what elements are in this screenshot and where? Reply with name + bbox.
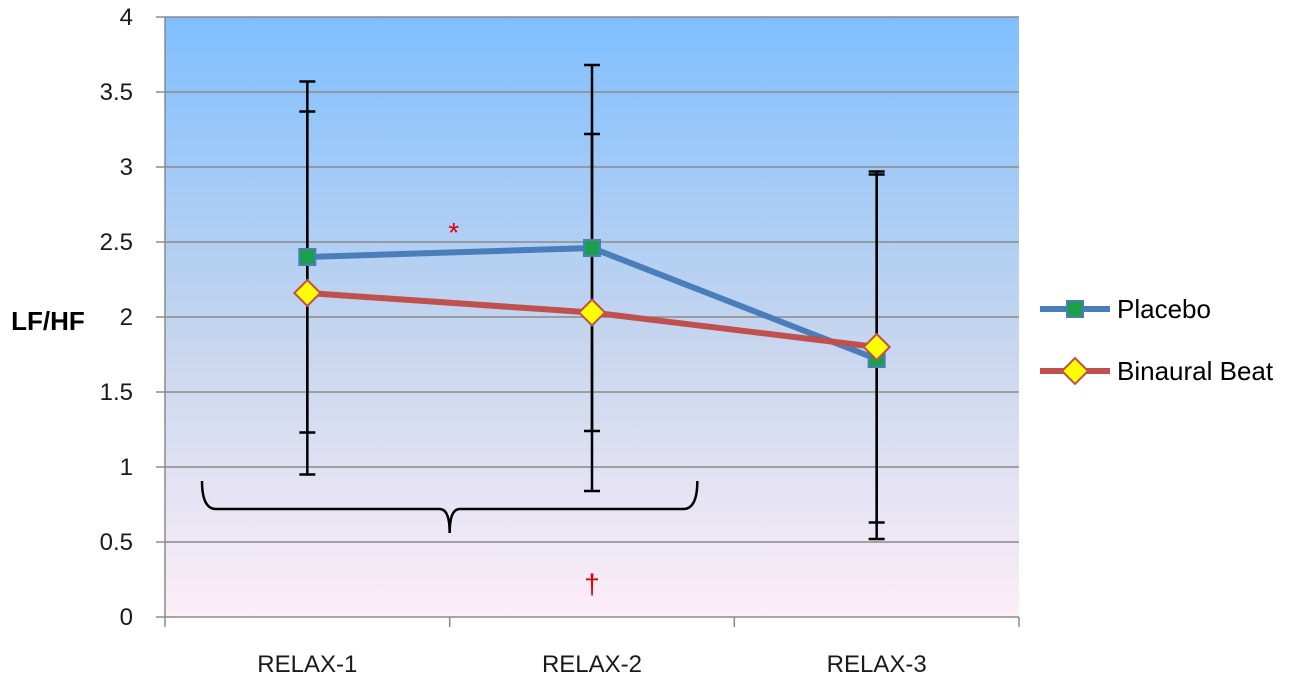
y-tick-label: 2.5 [100,229,133,256]
bracket-brace [200,480,699,534]
legend-label: Binaural Beat [1117,356,1274,386]
x-tick-label: RELAX-3 [827,651,927,678]
data-point [577,298,607,327]
data-point [1066,300,1084,318]
data-point [292,278,322,308]
series-markers [292,239,892,368]
y-tick-label: 3 [120,154,133,181]
y-tick-label: 3.5 [100,79,133,106]
legend-label: Placebo [1117,294,1211,324]
y-tick-label: 4 [120,4,133,31]
data-point [1060,356,1090,386]
y-tick-labels: 0 0.5 1 1.5 2 2.5 3 3.5 4 [100,4,133,631]
significance-asterisk: * [448,217,459,248]
axes [156,16,1020,627]
x-tick-label: RELAX-2 [542,651,642,678]
y-tick-label: 1 [120,454,133,481]
y-axis-title: LF/HF [11,306,85,336]
y-tick-label: 2 [120,304,133,331]
data-point [862,332,892,362]
x-tick-labels: RELAX-1 RELAX-2 RELAX-3 [257,651,926,678]
y-tick-label: 1.5 [100,379,133,406]
legend: Placebo Binaural Beat [1040,294,1274,386]
y-tick-label: 0.5 [100,529,133,556]
data-point [583,239,601,257]
x-tick-label: RELAX-1 [257,651,357,678]
significance-dagger: † [584,569,600,600]
y-tick-label: 0 [120,604,133,631]
data-point [298,248,317,266]
annotations: * † [200,217,699,600]
